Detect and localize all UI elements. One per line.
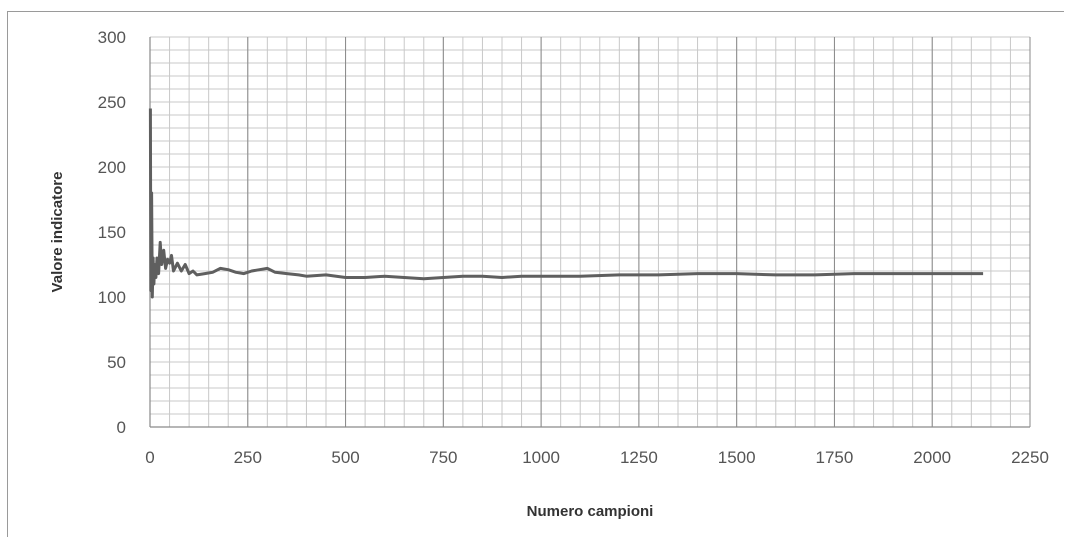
x-tick-label: 1500 [718,448,756,467]
x-tick-label: 2000 [913,448,951,467]
x-tick-label: 500 [331,448,359,467]
y-tick-label: 0 [117,418,126,437]
x-tick-label: 1000 [522,448,560,467]
grid [149,36,1031,428]
tick-labels: 0 250 500 750 1000 1250 1500 1750 2000 2250 0 50 100… [98,28,1049,467]
y-tick-label: 100 [98,288,126,307]
y-axis-title: Valore indicatore [49,172,66,293]
chart-frame [7,11,1064,537]
y-tick-label: 300 [98,28,126,47]
series-group [148,108,984,299]
x-tick-label: 2250 [1011,448,1049,467]
y-tick-label: 200 [98,158,126,177]
x-axis-title: Numero campioni [527,503,654,520]
x-tick-label: 250 [234,448,262,467]
series-line [148,108,984,299]
x-tick-label: 0 [145,448,154,467]
y-tick-label: 50 [107,353,126,372]
y-tick-label: 250 [98,93,126,112]
x-tick-label: 1750 [816,448,854,467]
x-tick-label: 1250 [620,448,658,467]
y-tick-label: 150 [98,223,126,242]
x-tick-label: 750 [429,448,457,467]
